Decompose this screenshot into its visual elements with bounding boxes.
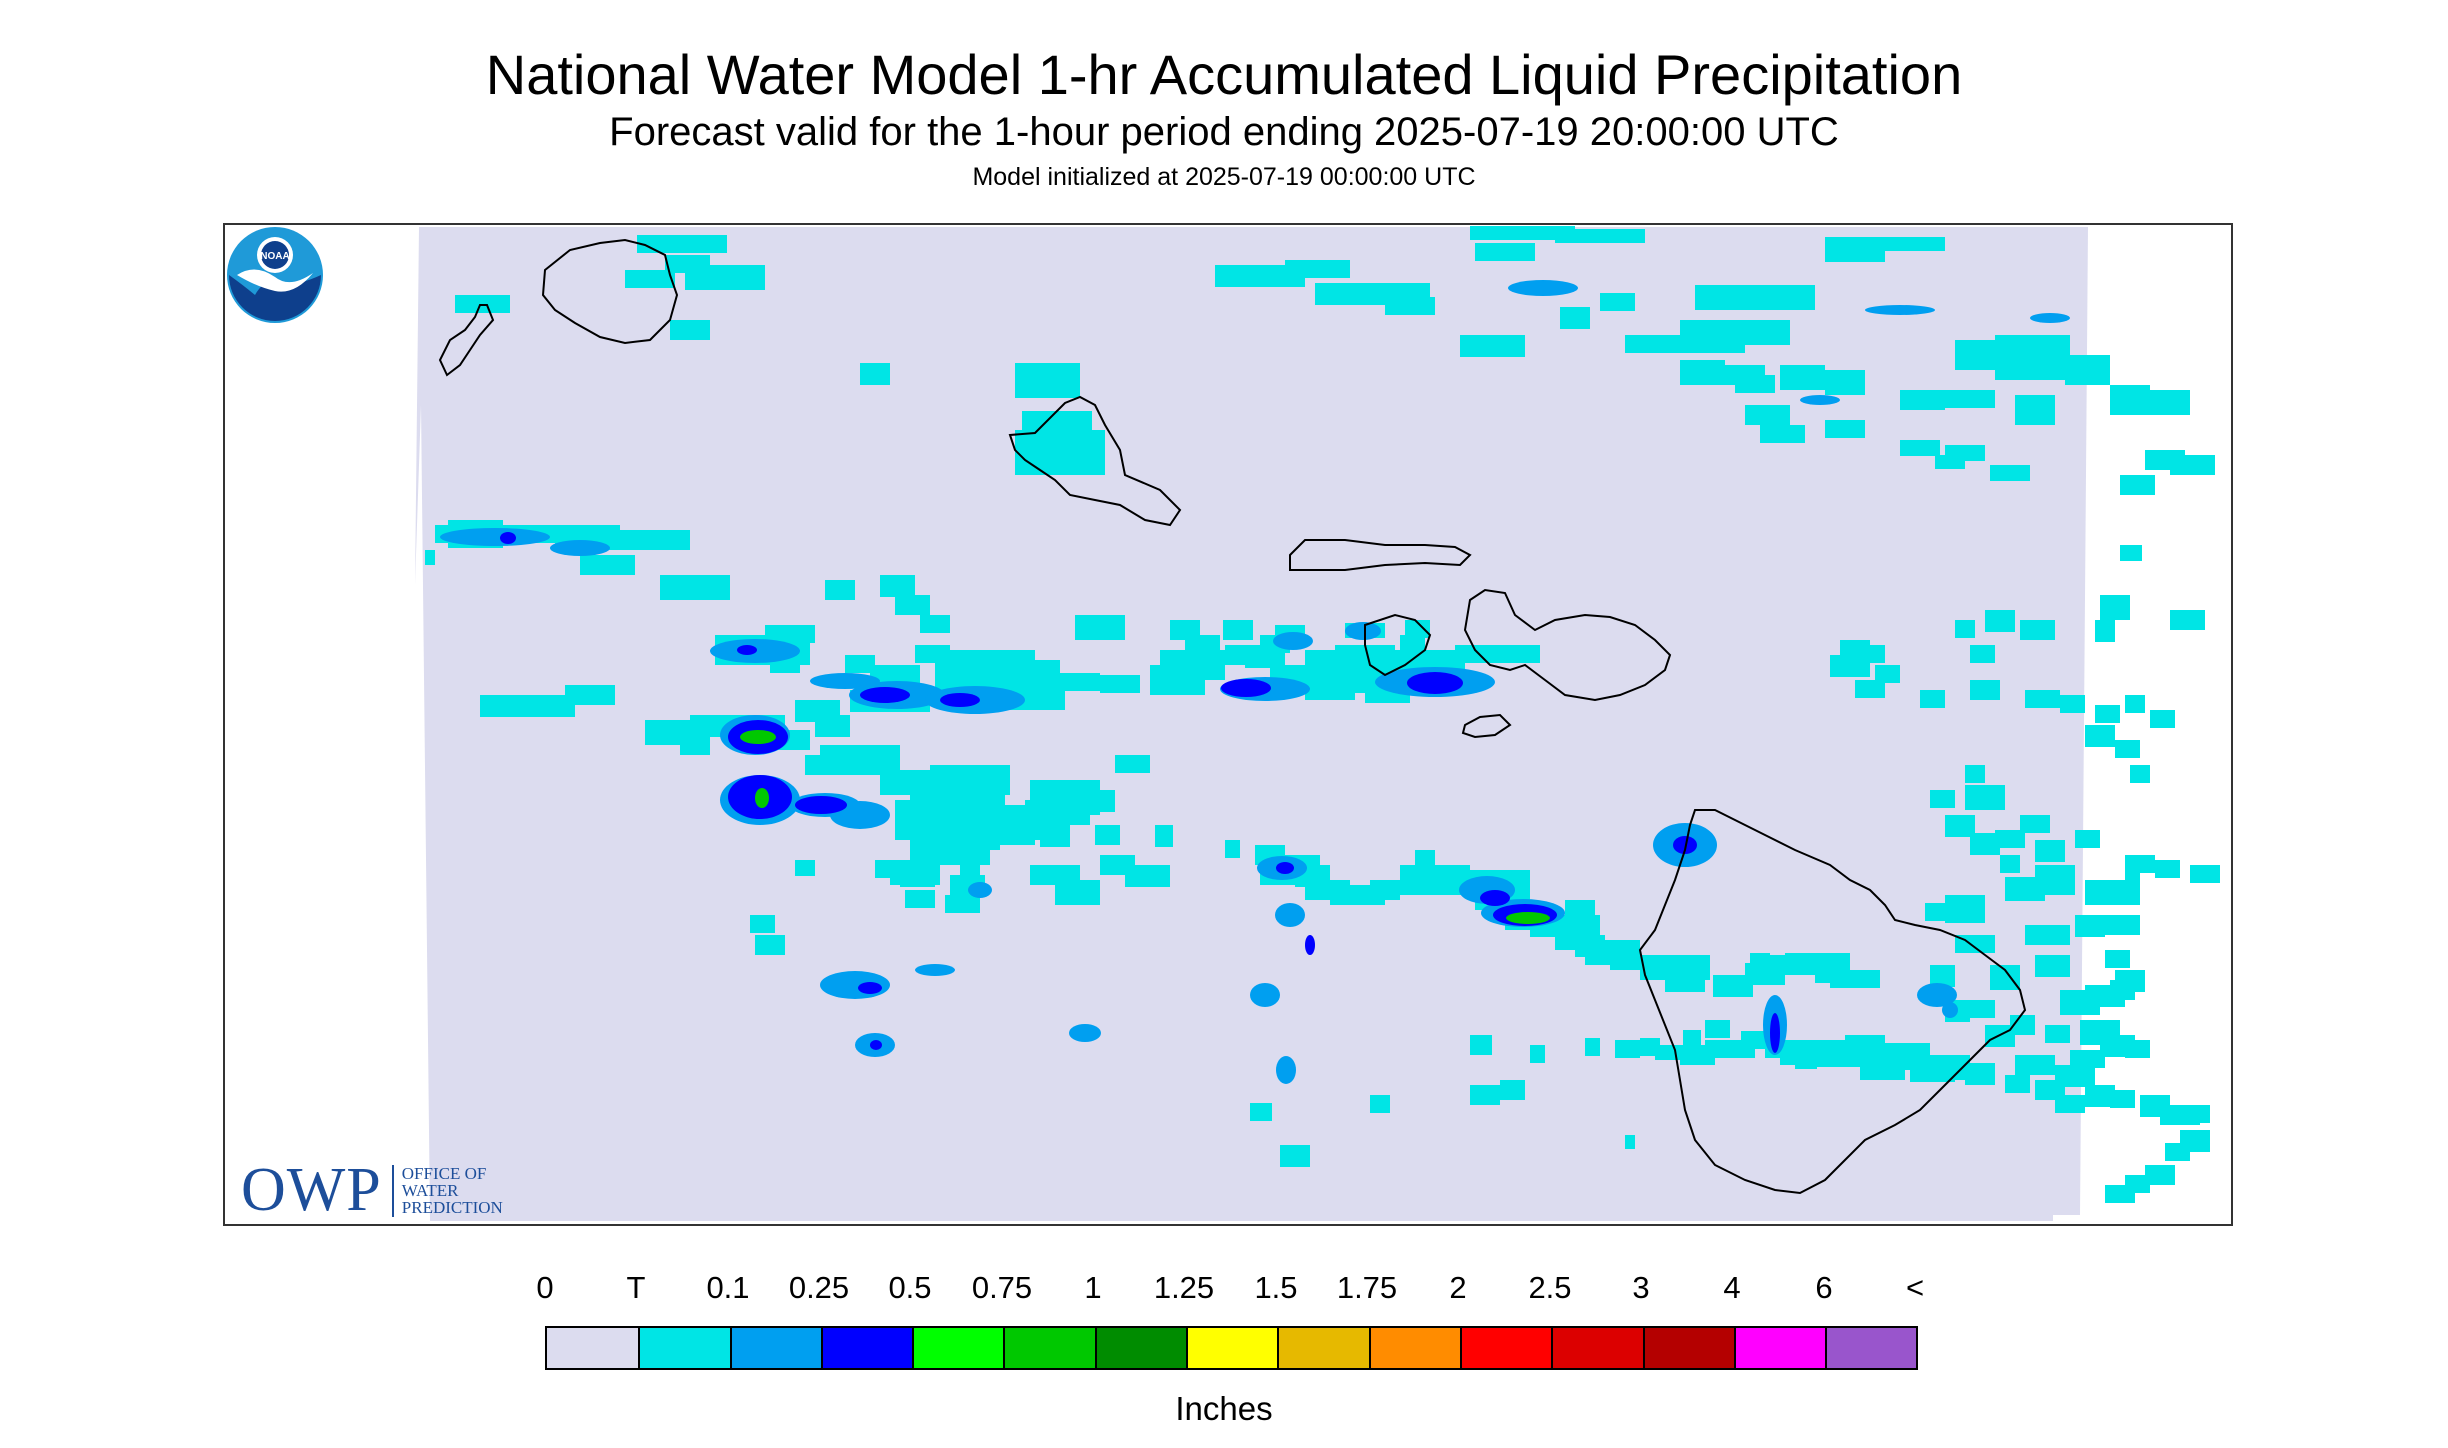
island-lanai <box>1364 613 1432 677</box>
noaa-logo: NOAA <box>227 227 323 323</box>
model-init-time: Model initialized at 2025-07-19 00:00:00… <box>972 163 1476 191</box>
island-molokai <box>1289 539 1472 571</box>
legend-swatch <box>1642 1328 1734 1368</box>
legend-label: T <box>626 1270 646 1305</box>
legend-label: 4 <box>1723 1270 1741 1305</box>
legend-label: 0.1 <box>706 1270 750 1305</box>
owp-line-3: PREDICTION <box>401 1198 503 1217</box>
owp-line-1: OFFICE OF <box>401 1164 487 1183</box>
map-canvas <box>415 226 2220 1221</box>
map-subtitle: Forecast valid for the 1-hour period end… <box>609 110 1839 154</box>
legend-label: 3 <box>1632 1270 1650 1305</box>
legend-label: 1.75 <box>1336 1270 1398 1305</box>
legend-label: 1 <box>1084 1270 1102 1305</box>
legend-label: 0.25 <box>788 1270 850 1305</box>
legend-swatch <box>1551 1328 1643 1368</box>
island-oahu <box>1008 395 1182 527</box>
legend-label: 6 <box>1815 1270 1833 1305</box>
legend-swatch <box>638 1328 730 1368</box>
legend-swatch <box>1368 1328 1460 1368</box>
legend-label: 1.5 <box>1254 1270 1298 1305</box>
precip-heavy-areas <box>740 730 1550 924</box>
legend-units: Inches <box>1175 1390 1273 1427</box>
owp-logo-subtext: OFFICE OF WATER PREDICTION <box>402 1165 503 1216</box>
legend-label: 0.75 <box>971 1270 1033 1305</box>
legend-swatch <box>912 1328 1004 1368</box>
legend-swatch <box>547 1328 639 1368</box>
legend-swatch <box>820 1328 913 1368</box>
legend-swatch <box>1733 1328 1826 1368</box>
legend-label: 0.5 <box>888 1270 932 1305</box>
legend-label: 1.25 <box>1153 1270 1215 1305</box>
island-outlines <box>438 238 2027 1195</box>
map-title: National Water Model 1-hr Accumulated Li… <box>485 43 1963 106</box>
legend-swatch <box>1277 1328 1369 1368</box>
legend-label: 2.5 <box>1528 1270 1572 1305</box>
island-maui <box>1463 588 1672 702</box>
legend-swatch <box>1825 1328 1917 1368</box>
owp-logo: OWP OFFICE OF WATER PREDICTION <box>241 1155 503 1224</box>
legend-label: 0 <box>536 1270 554 1305</box>
owp-line-2: WATER <box>401 1181 459 1200</box>
legend-swatch <box>1459 1328 1552 1368</box>
island-niihau <box>438 304 495 377</box>
legend-swatch <box>1094 1328 1187 1368</box>
precipitation-map: OWP OFFICE OF WATER PREDICTION NOAA <box>223 223 2233 1226</box>
owp-logo-divider <box>391 1164 394 1217</box>
legend-swatch <box>1186 1328 1278 1368</box>
island-hawaii <box>1638 809 2027 1195</box>
owp-logo-text: OWP <box>241 1156 382 1224</box>
noaa-logo-text: NOAA <box>260 251 289 262</box>
legend-label: < <box>1905 1270 1925 1305</box>
legend-label: 2 <box>1449 1270 1467 1305</box>
legend-swatch <box>729 1328 821 1368</box>
legend-swatch <box>1003 1328 1095 1368</box>
island-kahoolawe <box>1461 713 1512 739</box>
legend-labels: 0 T 0.1 0.25 0.5 0.75 1 1.25 1.5 1.75 2 … <box>0 1270 2448 1310</box>
legend-colorbar <box>545 1326 1919 1370</box>
island-kauai <box>541 238 679 345</box>
